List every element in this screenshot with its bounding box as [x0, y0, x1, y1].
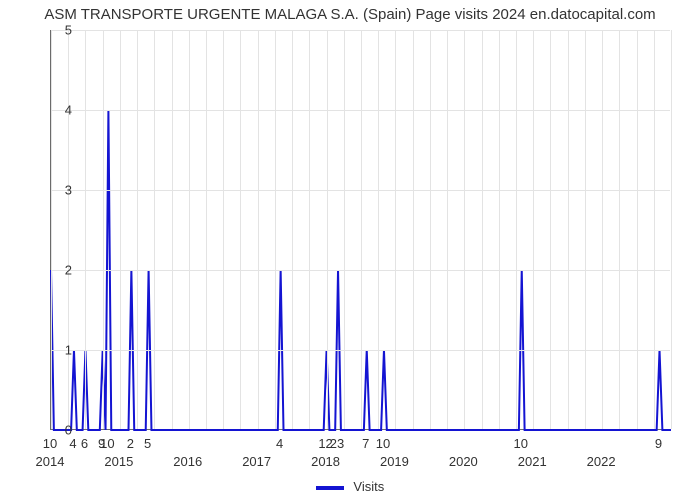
x-data-label: 10 — [376, 436, 390, 451]
legend: Visits — [0, 479, 700, 494]
grid-v — [516, 30, 517, 429]
grid-v — [550, 30, 551, 429]
legend-label: Visits — [353, 479, 384, 494]
grid-v — [464, 30, 465, 429]
grid-v — [533, 30, 534, 429]
grid-v — [619, 30, 620, 429]
y-tick-label: 5 — [52, 23, 72, 38]
x-data-label: 6 — [81, 436, 88, 451]
x-data-label: 9 — [655, 436, 662, 451]
grid-v — [361, 30, 362, 429]
x-data-label: 10 — [100, 436, 114, 451]
grid-v — [430, 30, 431, 429]
grid-v — [275, 30, 276, 429]
grid-v — [172, 30, 173, 429]
chart-title: ASM TRANSPORTE URGENTE MALAGA S.A. (Spai… — [0, 6, 700, 23]
x-year-label: 2019 — [380, 454, 409, 469]
plot-area — [50, 30, 670, 430]
x-year-label: 2017 — [242, 454, 271, 469]
x-year-label: 2021 — [518, 454, 547, 469]
grid-v — [602, 30, 603, 429]
grid-v — [671, 30, 672, 429]
grid-v — [120, 30, 121, 429]
x-data-label: 7 — [362, 436, 369, 451]
x-data-label: 10 — [43, 436, 57, 451]
grid-v — [447, 30, 448, 429]
x-year-label: 2014 — [36, 454, 65, 469]
grid-v — [395, 30, 396, 429]
x-data-label: 2 — [127, 436, 134, 451]
grid-v — [292, 30, 293, 429]
grid-v — [240, 30, 241, 429]
x-data-label: 5 — [144, 436, 151, 451]
x-data-label: 23 — [330, 436, 344, 451]
grid-v — [137, 30, 138, 429]
grid-v — [309, 30, 310, 429]
grid-v — [154, 30, 155, 429]
grid-v — [482, 30, 483, 429]
visits-line-chart: ASM TRANSPORTE URGENTE MALAGA S.A. (Spai… — [0, 0, 700, 500]
grid-v — [85, 30, 86, 429]
grid-v — [378, 30, 379, 429]
legend-swatch — [316, 486, 344, 490]
grid-v — [206, 30, 207, 429]
grid-v — [637, 30, 638, 429]
y-tick-label: 4 — [52, 103, 72, 118]
y-tick-label: 1 — [52, 343, 72, 358]
grid-v — [344, 30, 345, 429]
grid-v — [51, 30, 52, 429]
grid-v — [258, 30, 259, 429]
x-data-label: 4 — [69, 436, 76, 451]
x-year-label: 2022 — [587, 454, 616, 469]
x-data-label: 4 — [276, 436, 283, 451]
x-year-label: 2015 — [104, 454, 133, 469]
y-tick-label: 2 — [52, 263, 72, 278]
grid-v — [585, 30, 586, 429]
grid-v — [68, 30, 69, 429]
grid-v — [654, 30, 655, 429]
grid-v — [568, 30, 569, 429]
grid-v — [327, 30, 328, 429]
grid-v — [413, 30, 414, 429]
x-year-label: 2020 — [449, 454, 478, 469]
x-data-label: 10 — [514, 436, 528, 451]
grid-v — [103, 30, 104, 429]
grid-v — [223, 30, 224, 429]
y-tick-label: 3 — [52, 183, 72, 198]
x-year-label: 2016 — [173, 454, 202, 469]
grid-v — [499, 30, 500, 429]
x-year-label: 2018 — [311, 454, 340, 469]
grid-v — [189, 30, 190, 429]
